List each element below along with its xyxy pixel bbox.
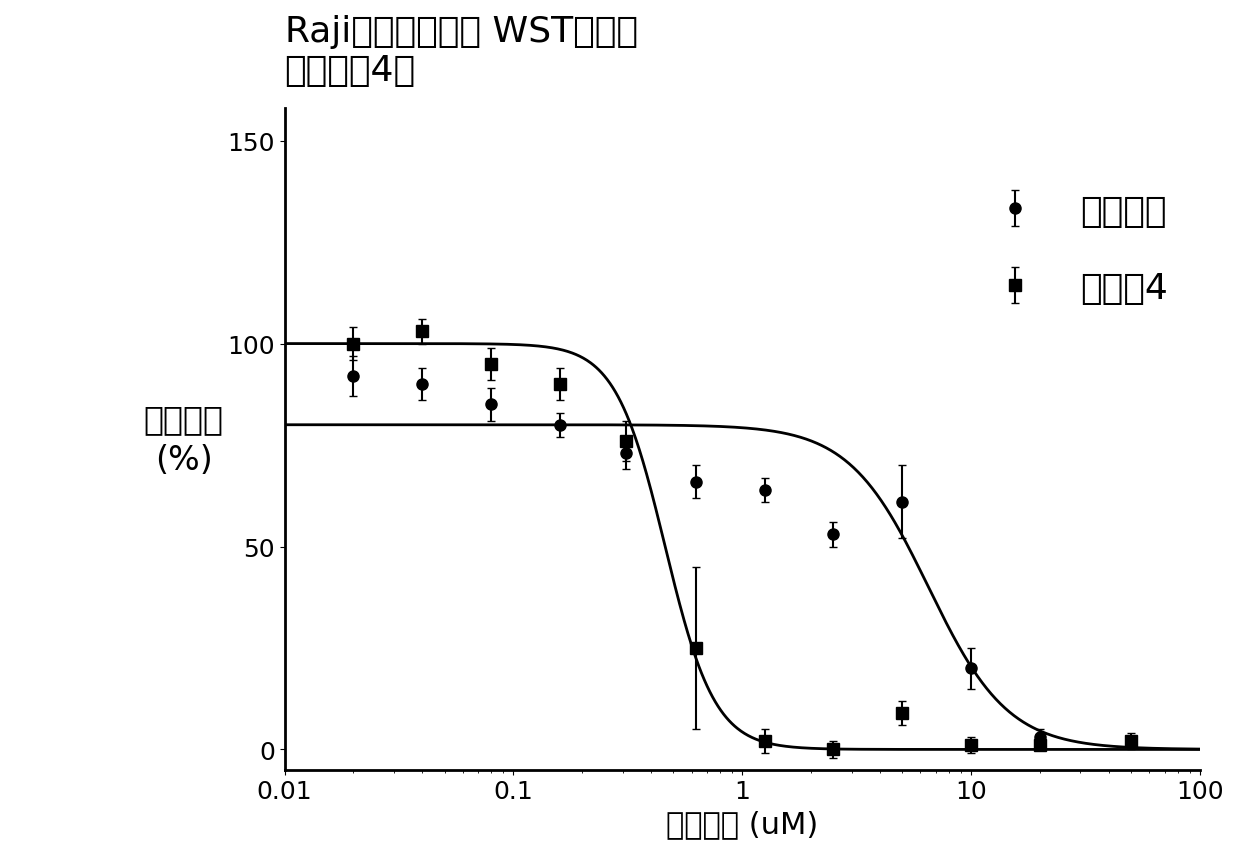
Text: 细胞活性
(%): 细胞活性 (%) — [144, 403, 224, 476]
Legend: 依鲁替尽, 化合爄4: 依鲁替尽, 化合爄4 — [964, 180, 1182, 320]
Text: Raji淡巴癌细胞， WST分析法
细胞培关4天: Raji淡巴癌细胞， WST分析法 细胞培关4天 — [285, 15, 638, 89]
X-axis label: 药物浓度 (uM): 药物浓度 (uM) — [667, 809, 819, 838]
